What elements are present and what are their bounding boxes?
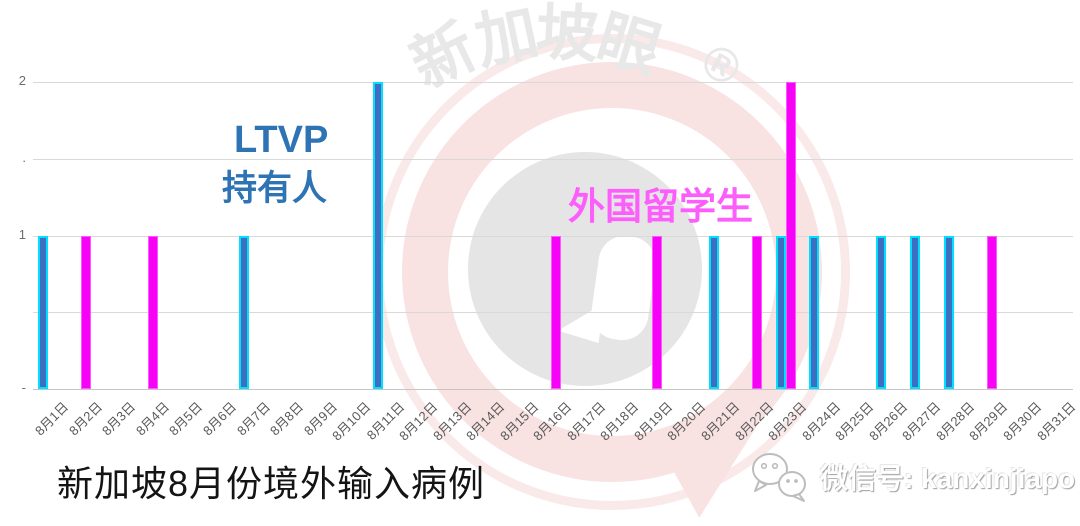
bar-ltvp-8月11日	[373, 82, 384, 389]
gridline	[33, 82, 1073, 83]
watermark-brand-char: 坡	[534, 0, 600, 71]
y-tick-label: .	[22, 149, 26, 165]
bar-students-8月22日	[752, 235, 763, 389]
y-tick-label: 1	[18, 226, 26, 242]
bar-ltvp-8月7日	[239, 235, 250, 389]
bar-ltvp-8月23日	[775, 235, 786, 389]
gridline	[33, 158, 1073, 160]
bar-students-8月2日	[81, 235, 92, 389]
bar-ltvp-8月1日	[37, 235, 48, 389]
wechat-badge: 微信号: kanxinjiapo	[748, 450, 1075, 504]
y-tick-label: -	[21, 380, 26, 395]
bar-students-8月19日	[651, 235, 662, 389]
watermark-brand-char: 加	[469, 0, 545, 78]
y-tick-label: 2	[18, 73, 26, 88]
chart-title: 新加坡8月份境外输入病例	[57, 463, 486, 504]
bar-ltvp-8月27日	[910, 235, 921, 389]
bar-students-8月4日	[148, 235, 159, 389]
bar-students-8月16日	[551, 235, 561, 389]
wechat-icon	[752, 453, 806, 502]
wechat-label: 微信号: kanxinjiapo	[820, 463, 1076, 494]
bar-students-8月29日	[987, 235, 998, 389]
series-label-students: 外国留学生	[568, 186, 753, 227]
series-label-ltvp: LTVP 持有人	[222, 118, 328, 210]
bar-students-8月23日	[785, 82, 796, 389]
x-axis-line	[33, 389, 1073, 390]
series-label-ltvp-line2: 持有人	[222, 168, 328, 208]
bar-ltvp-8月21日	[708, 235, 719, 389]
watermark-logo-disc	[468, 152, 702, 386]
bar-ltvp-8月26日	[876, 235, 887, 389]
bar-ltvp-8月24日	[809, 235, 820, 389]
series-label-ltvp-line1: LTVP	[234, 119, 329, 161]
bar-ltvp-8月28日	[943, 235, 954, 389]
plot-area	[33, 82, 1073, 390]
